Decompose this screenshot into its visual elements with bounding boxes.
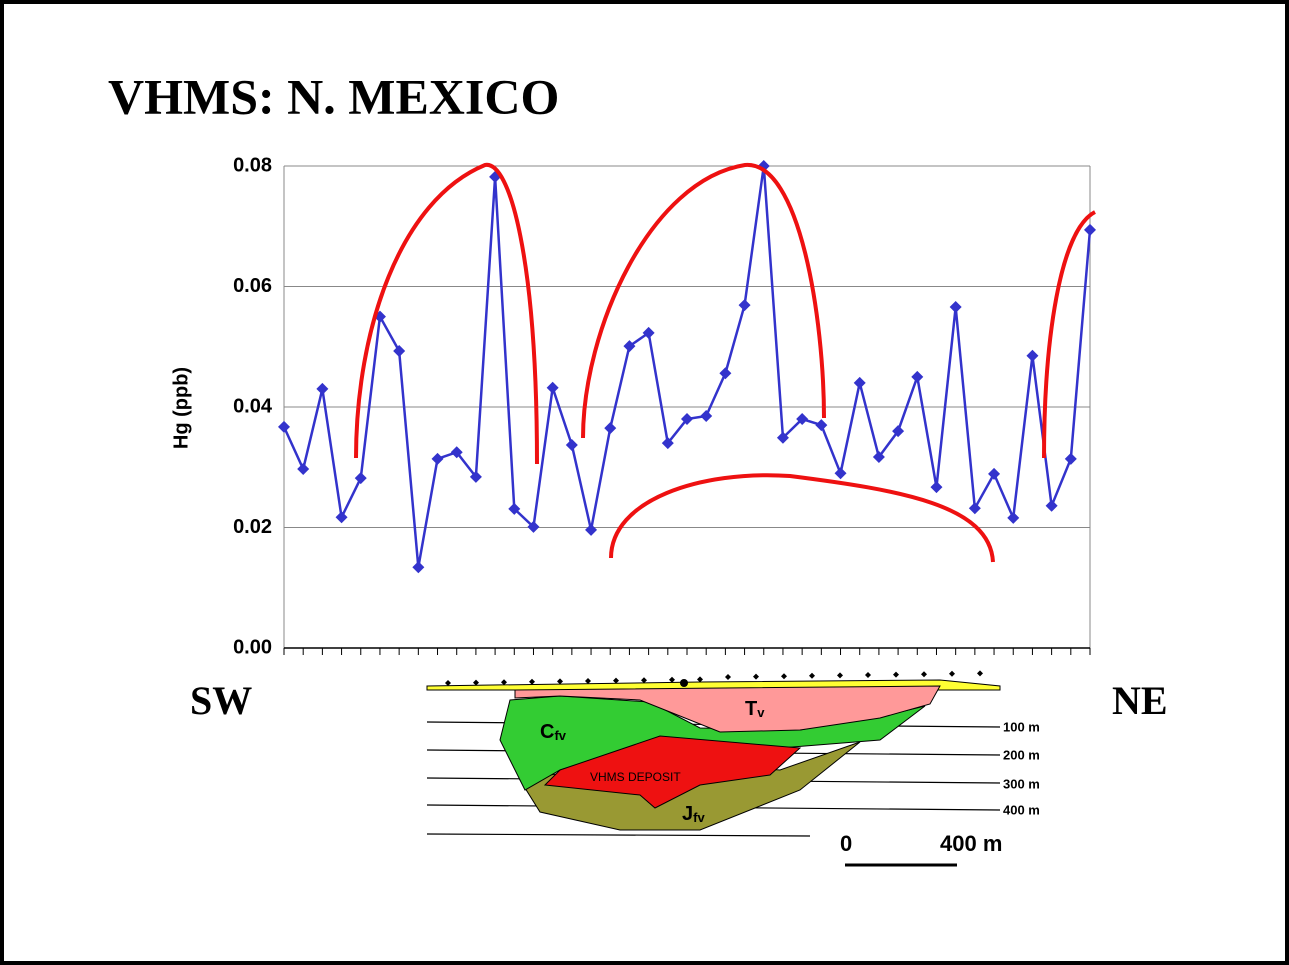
slide: VHMS: N. MEXICO Hg (ppb) 0.00 0.02 0.04 0.0… [0,0,1289,965]
label-main: J [682,803,693,825]
ne-label: NE [1112,678,1168,723]
y-tick-label: 0.02 [233,516,272,538]
depth-label: 300 m [1003,776,1040,791]
y-tick-label: 0.04 [233,395,273,417]
slide-title: VHMS: N. MEXICO [108,68,559,124]
label-sub: v [757,705,765,720]
depth-label: 400 m [1003,802,1040,817]
y-tick-label: 0.08 [233,154,272,176]
depth-label: 200 m [1003,747,1040,762]
depth-label: 100 m [1003,719,1040,734]
deposit-label: VHMS DEPOSIT [590,770,681,784]
label-sub: fv [693,810,705,825]
y-axis-label: Hg (ppb) [170,367,192,449]
label-main: T [745,698,757,720]
label-sub: fv [554,728,566,743]
y-tick-label: 0.06 [233,275,272,297]
scale-start: 0 [840,831,852,856]
label-main: C [540,721,554,743]
site [680,679,688,687]
y-tick-label: 0.00 [233,636,272,658]
sw-label: SW [190,678,252,723]
scale-end: 400 m [940,831,1002,856]
